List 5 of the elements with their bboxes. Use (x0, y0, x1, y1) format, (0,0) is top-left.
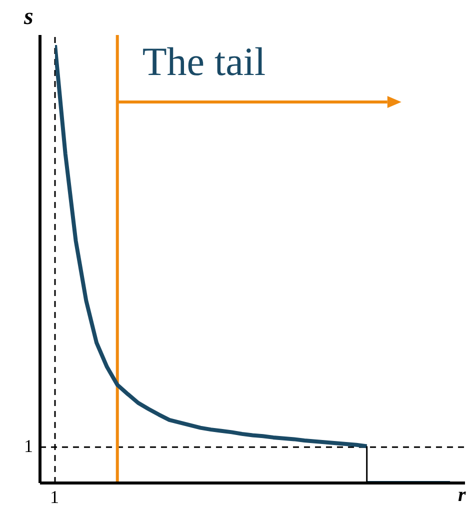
y-axis-title: s (24, 4, 34, 31)
text: 1 (50, 487, 59, 507)
text: 1 (24, 436, 33, 456)
x-axis-title: r (458, 484, 466, 507)
annotation: The tail (142, 39, 266, 84)
